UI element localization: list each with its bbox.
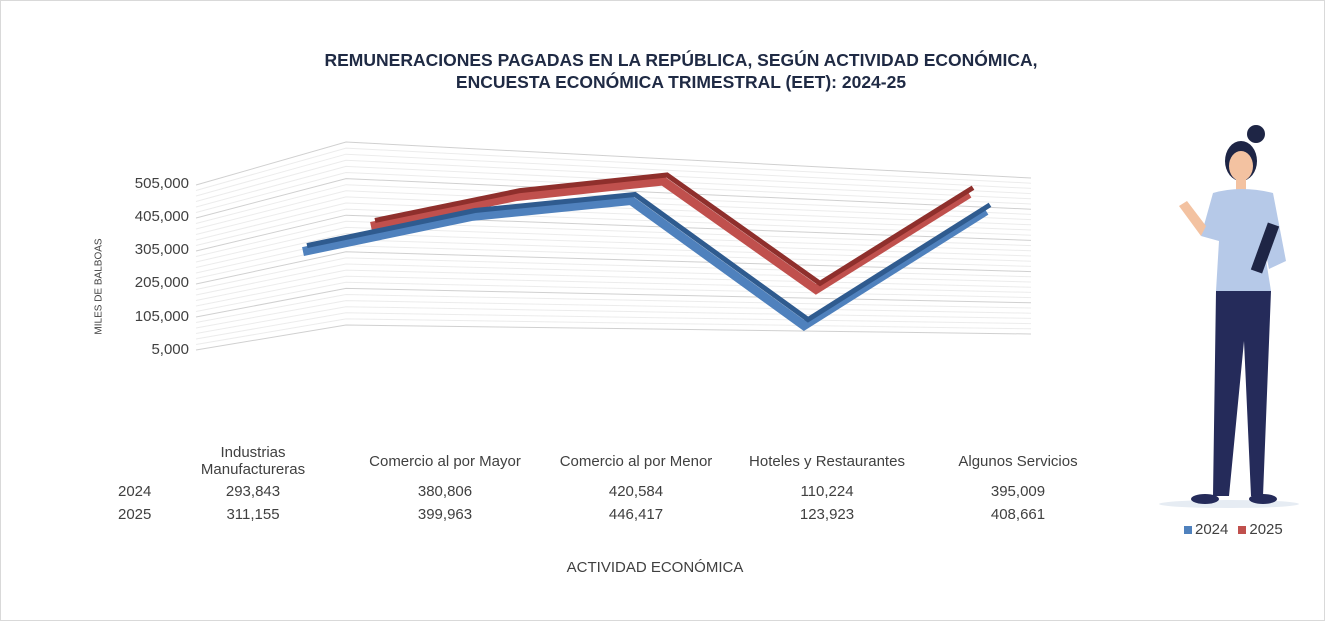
y-axis-label: MILES DE BALBOAS [93, 238, 105, 335]
data-table-cell: 311,155 [226, 506, 280, 523]
data-table-cell: 395,009 [990, 483, 1046, 500]
chart-title: REMUNERACIONES PAGADAS EN LA REPÚBLICA, … [181, 49, 1181, 93]
data-table-cell: 408,661 [990, 506, 1046, 523]
x-axis-label: ACTIVIDAD ECONÓMICA [566, 559, 744, 576]
legend-swatch [1184, 526, 1192, 534]
series-line-top-2025 [374, 172, 975, 287]
legend-label: 2024 [1195, 521, 1229, 538]
category-label: Industrias Manufactureras [163, 444, 343, 478]
series-line-2024 [302, 195, 989, 332]
gridline [195, 251, 1032, 285]
gridline [195, 159, 1032, 202]
gridline [195, 141, 1032, 186]
gridline [195, 318, 1032, 345]
gridline [195, 232, 1032, 268]
data-table-cell: 293,843 [225, 483, 281, 500]
gridline [195, 171, 1032, 213]
title-line-1: REMUNERACIONES PAGADAS EN LA REPÚBLICA, … [324, 50, 1038, 70]
table-row-label: 2025 [118, 506, 152, 523]
category-label: Hoteles y Restaurantes [749, 453, 905, 470]
series-line-top-2024 [306, 191, 992, 323]
category-label: Comercio al por Mayor [369, 453, 521, 470]
legend-swatch [1238, 526, 1247, 534]
gridline [195, 178, 1032, 219]
legend-item-2024: 2024 [1184, 521, 1228, 538]
gridline [195, 202, 1032, 241]
gridline [195, 287, 1032, 318]
gridline [195, 269, 1032, 301]
y-tick: 505,000 [134, 175, 189, 192]
data-table-cell: 446,417 [608, 506, 664, 523]
gridline [195, 226, 1032, 263]
gridline [195, 208, 1032, 246]
data-table-cell: 380,806 [417, 483, 473, 500]
gridline [195, 220, 1032, 257]
category-label: Algunos Servicios [958, 453, 1078, 470]
gridline [195, 275, 1032, 307]
series-line-2025 [370, 176, 972, 295]
table-row-label: 2024 [118, 483, 152, 500]
title-line-2: ENCUESTA ECONÓMICA TRIMESTRAL (EET): 202… [455, 72, 907, 92]
y-tick: 5,000 [151, 341, 189, 358]
gridline [195, 263, 1032, 296]
gridline [195, 324, 1032, 351]
gridline [195, 300, 1032, 329]
legend: 2024 2025 [1184, 521, 1283, 538]
gridline [195, 190, 1032, 230]
legend-label: 2025 [1249, 521, 1283, 538]
data-table-cell: 123,923 [799, 506, 855, 523]
gridline [195, 165, 1032, 208]
gridline [195, 293, 1032, 323]
y-tick: 205,000 [134, 274, 189, 291]
y-tick: 105,000 [134, 308, 189, 325]
data-table-cell: 110,224 [800, 483, 854, 500]
data-table-cell: 399,963 [417, 506, 473, 523]
gridline [195, 147, 1032, 191]
y-tick: 305,000 [134, 241, 189, 258]
gridline [195, 153, 1032, 197]
category-label-line: Industrias [220, 444, 286, 461]
legend-item-2025: 2025 [1238, 521, 1283, 538]
category-label: Comercio al por Menor [559, 453, 713, 470]
category-label-line: Manufactureras [200, 461, 306, 478]
gridline [195, 184, 1032, 224]
gridline [195, 196, 1032, 235]
gridline [195, 214, 1032, 252]
data-table-cell: 420,584 [608, 483, 664, 500]
gridline [195, 281, 1032, 312]
y-tick: 405,000 [134, 208, 189, 225]
